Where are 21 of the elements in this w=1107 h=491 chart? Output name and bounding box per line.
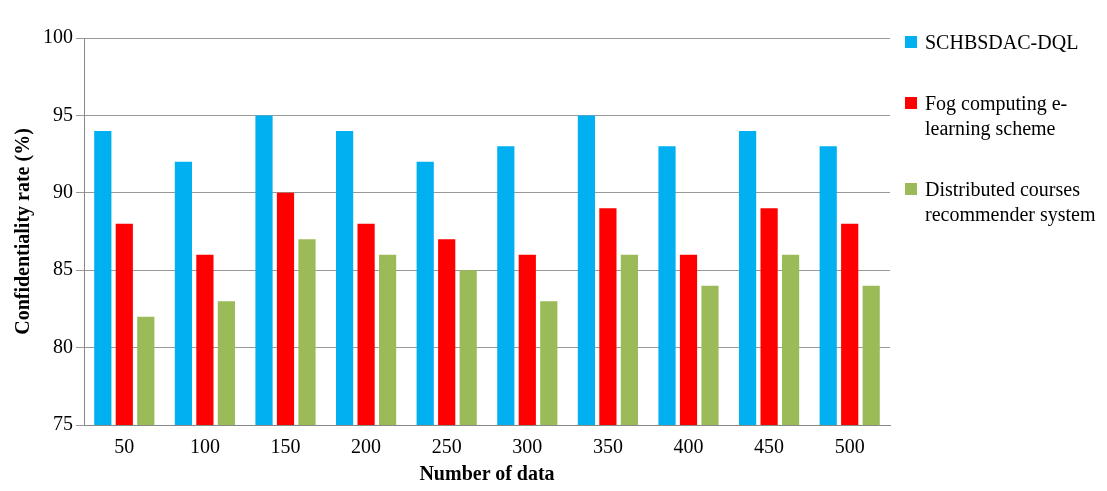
- y-tick-label: 100: [43, 25, 73, 48]
- x-tick-label: 250: [431, 435, 462, 458]
- x-tick-label: 200: [351, 435, 382, 458]
- x-tick-label: 450: [754, 435, 785, 458]
- y-tick-label: 85: [53, 257, 73, 280]
- y-tick-label: 95: [53, 102, 73, 125]
- x-tick-label: 350: [592, 435, 623, 458]
- y-tick-label: 90: [53, 180, 73, 203]
- legend-label: SCHBSDAC-DQL: [925, 30, 1079, 55]
- x-tick-label: 500: [834, 435, 865, 458]
- x-tick-label: 50: [114, 435, 135, 458]
- legend-label: Distributed courses recommender system: [925, 177, 1097, 227]
- legend-label: Fog computing e-learning scheme: [925, 91, 1069, 141]
- x-tick-label: 300: [512, 435, 543, 458]
- x-axis-title: Number of data: [419, 462, 555, 485]
- y-axis-title: Confidentiality rate (%): [11, 128, 35, 335]
- x-tick-label: 400: [673, 435, 704, 458]
- y-tick-label: 80: [53, 334, 73, 357]
- x-tick-label: 100: [189, 435, 220, 458]
- y-tick-label: 75: [53, 412, 73, 435]
- x-tick-label: 150: [270, 435, 301, 458]
